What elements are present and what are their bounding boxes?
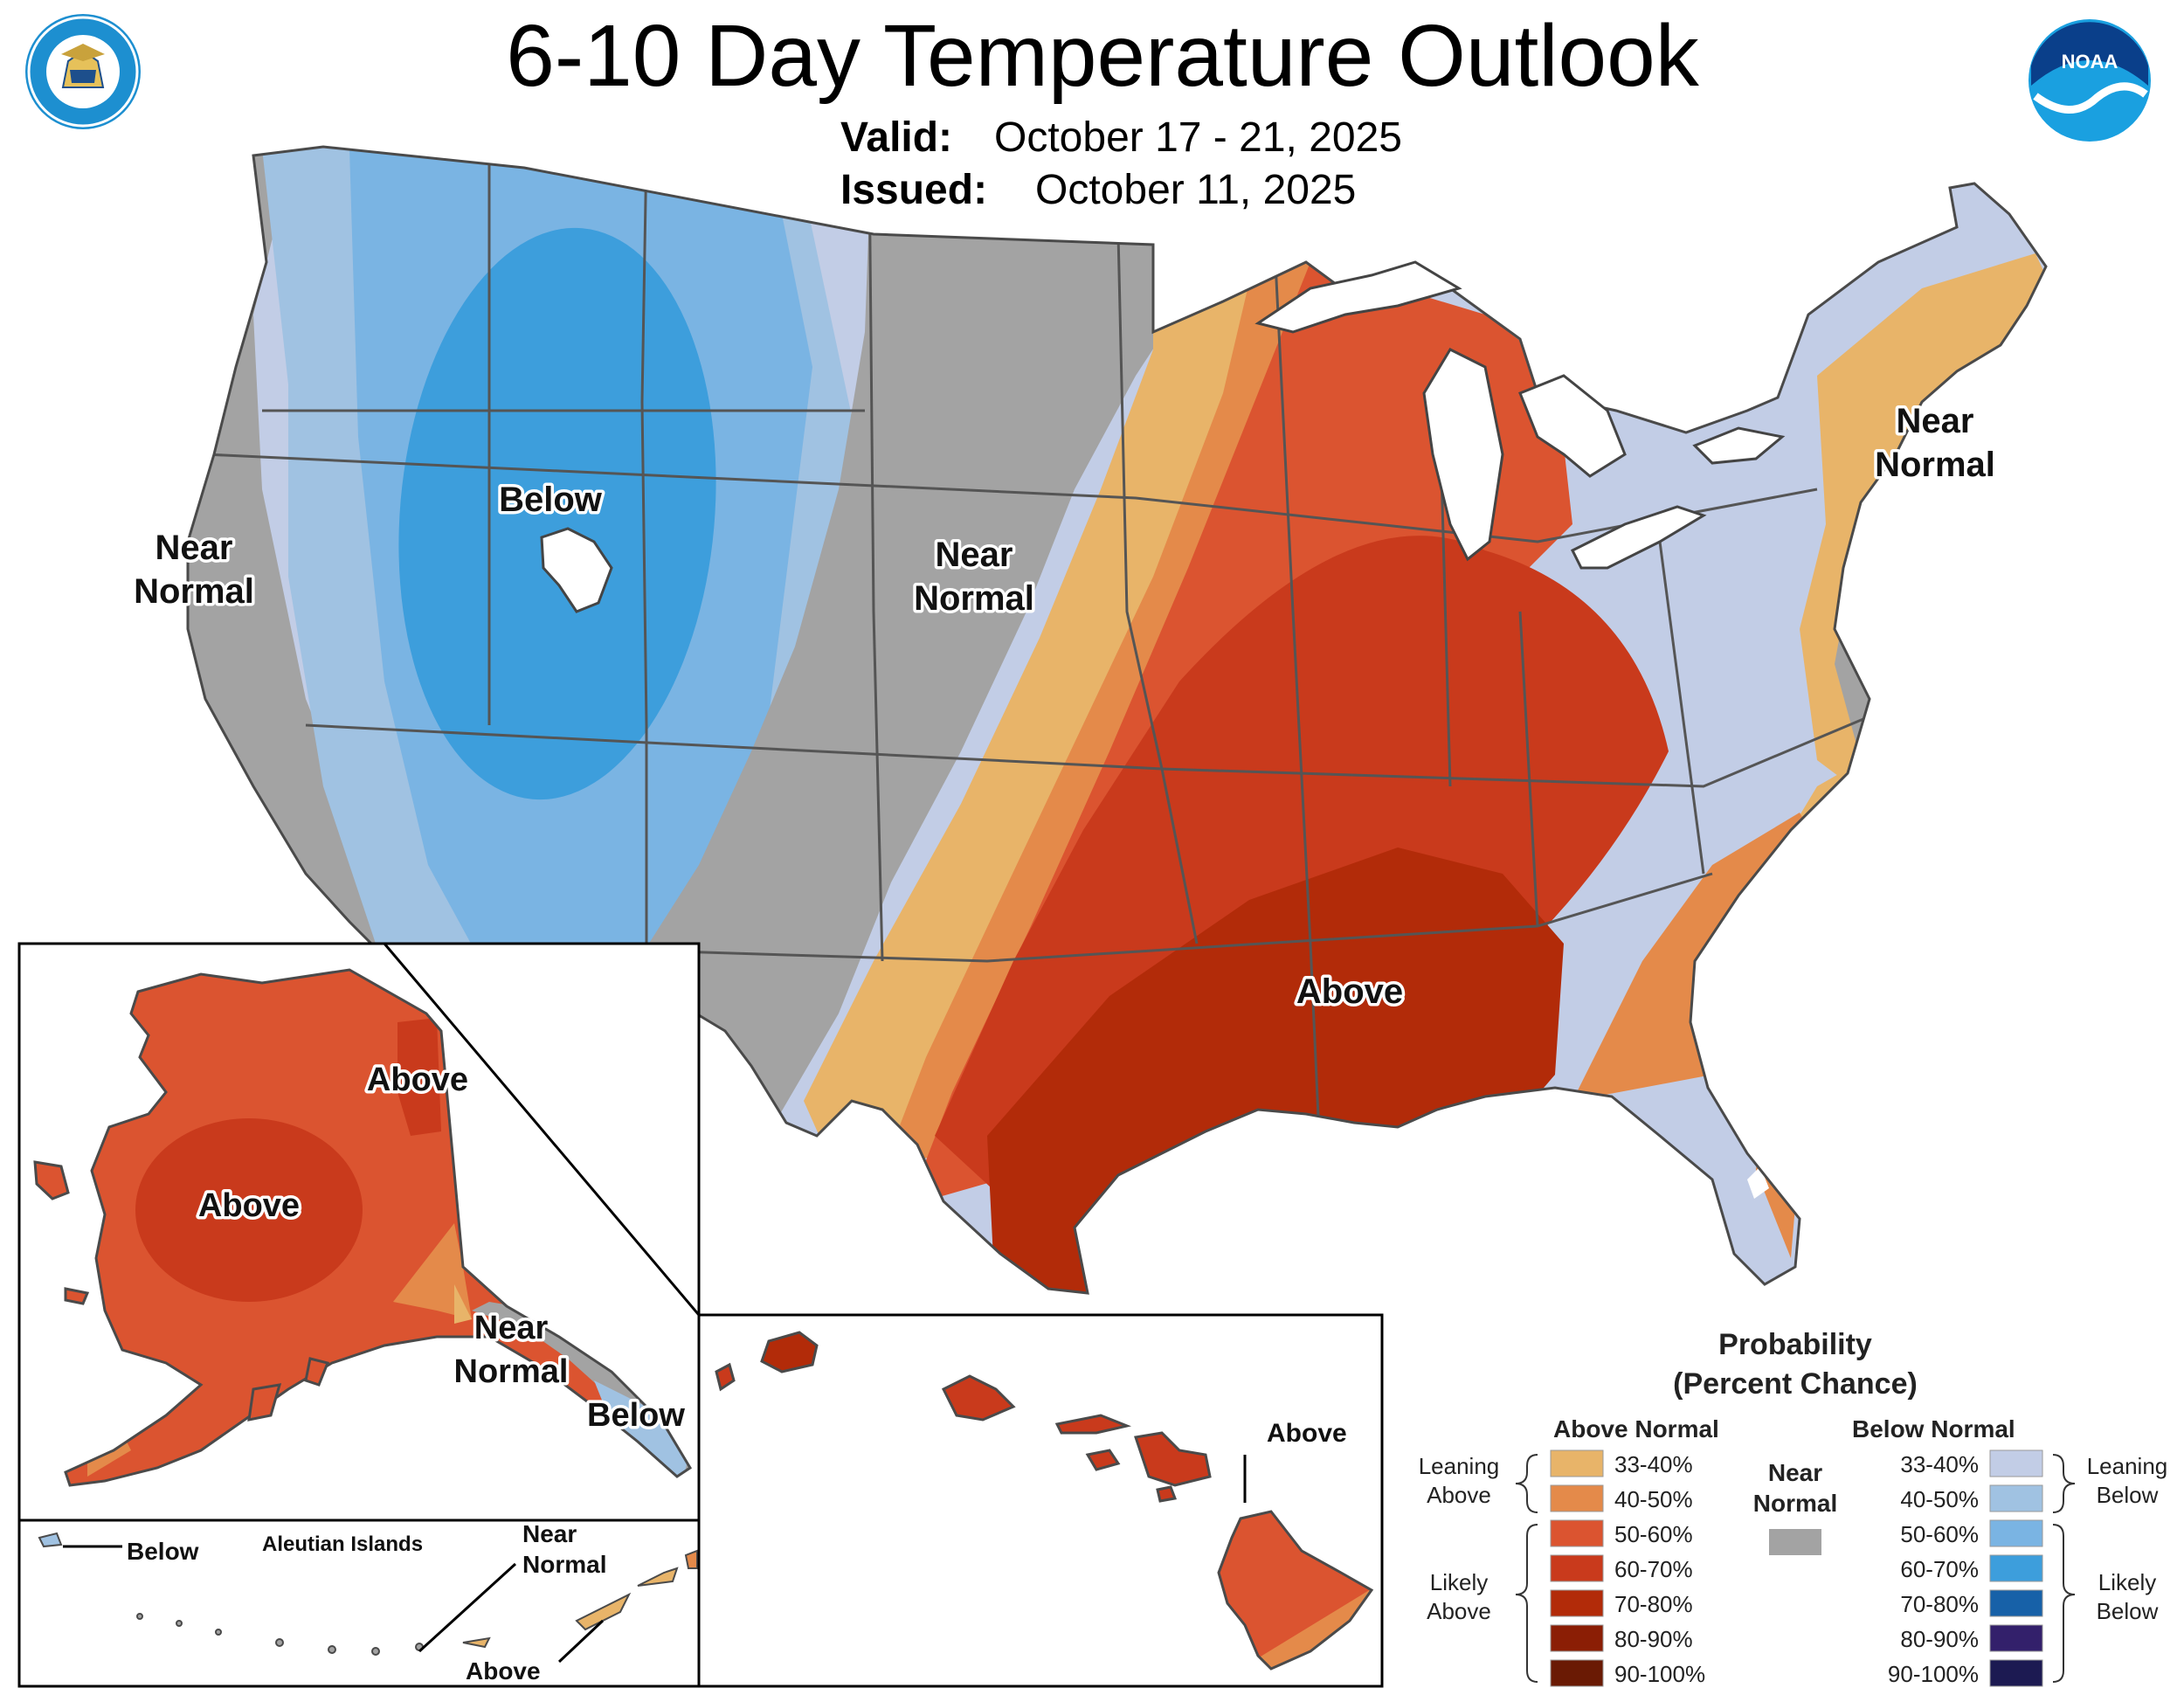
legend-above-range-5: 80-90% [1614,1626,1693,1652]
legend-below-header: Below Normal [1852,1415,2015,1442]
legend-below-swatch-3 [1989,1554,2043,1582]
legend-above-range-2: 50-60% [1614,1521,1693,1547]
legend-leaning-above-1: Leaning [1419,1453,1500,1479]
legend-below-range-6: 90-100% [1888,1661,1979,1687]
hawaii-above-label: Above [1267,1419,1347,1448]
aleutian-below-label: Below [127,1538,199,1565]
aleutian-near-label-1: Near [522,1520,577,1547]
alaska-below-label: Below [587,1397,685,1434]
legend-below-range-5: 80-90% [1900,1626,1979,1652]
valid-label: Valid: [840,114,952,161]
alaska-above-central-label: Above [198,1187,300,1224]
conus-near-west-label-1: Near [156,529,233,567]
legend-above-swatches: 33-40% 40-50% 50-60% 60-70% 70-80% 80-90% 90-1… [1550,1449,1705,1687]
legend-above-range-1: 40-50% [1614,1486,1693,1512]
legend-above-swatch-3 [1550,1554,1604,1582]
aleutian-inset-frame [17,1519,701,1688]
legend-above-swatch-4 [1550,1589,1604,1617]
legend-below-range-4: 70-80% [1900,1591,1979,1617]
legend-likely-above-1: Likely [1430,1569,1488,1595]
valid-dates: October 17 - 21, 2025 [994,114,1402,161]
conus-near-ne-label-2: Normal [1875,446,1995,484]
map-title: 6-10 Day Temperature Outlook [506,7,1700,105]
legend-above-swatch-5 [1550,1624,1604,1652]
legend-above-swatch-1 [1550,1484,1604,1512]
issued-date: October 11, 2025 [1035,167,1356,213]
legend-below-range-0: 33-40% [1900,1451,1979,1477]
legend-near-2: Normal [1753,1490,1837,1517]
legend-leaning-below-1: Leaning [2087,1453,2168,1479]
legend-above-swatch-2 [1550,1519,1604,1547]
alaska-near-label-2: Normal [454,1353,569,1390]
conus-above-label: Above [1296,972,1403,1011]
aleutian-above-label: Above [466,1657,541,1685]
noaa-logo-text: NOAA [2062,51,2118,73]
legend-leaning-above-2: Above [1427,1482,1491,1508]
conus-near-central-label-1: Near [936,536,1013,574]
alaska-near-label-1: Near [474,1310,549,1346]
legend-title-2: (Percent Chance) [1673,1367,1918,1401]
aleutian-islands [38,1532,698,1656]
legend-likely-below-1: Likely [2098,1569,2156,1595]
legend-below-swatch-4 [1989,1589,2043,1617]
great-lakes [1254,260,1786,570]
legend-near-1: Near [1768,1459,1822,1486]
conus-near-west-label-2: Normal [134,572,254,611]
legend-below-range-3: 60-70% [1900,1556,1979,1582]
aleutian-title: Aleutian Islands [262,1532,423,1556]
legend-below-swatches: 33-40% 40-50% 50-60% 60-70% 70-80% 80-90% 90-1… [1888,1449,2043,1687]
conus-near-central-label-2: Normal [914,579,1034,618]
legend-below-swatch-0 [1989,1449,2043,1477]
legend-above-range-0: 33-40% [1614,1451,1693,1477]
legend-above-range-6: 90-100% [1614,1661,1705,1687]
issued-label: Issued: [840,167,987,213]
noaa-logo: NOAA [2028,19,2151,142]
aleutian-near-label-2: Normal [522,1551,606,1578]
map-labels: Below Near Normal Near Normal Near Norma… [124,399,1999,1688]
legend-above-range-3: 60-70% [1614,1556,1693,1582]
alaska-above-north-label: Above [367,1062,468,1098]
legend-above-swatch-0 [1550,1449,1604,1477]
legend-below-range-2: 50-60% [1900,1521,1979,1547]
legend-likely-below-2: Below [2097,1598,2159,1624]
legend-above-swatch-6 [1550,1659,1604,1687]
legend-below-swatch-6 [1989,1659,2043,1687]
conus-near-ne-label-1: Near [1897,402,1974,440]
legend-leaning-below-2: Below [2097,1482,2159,1508]
legend-title-1: Probability [1718,1328,1872,1361]
legend-likely-above-2: Above [1427,1598,1491,1624]
legend-above-header: Above Normal [1553,1415,1719,1442]
conus-below-label: Below [499,481,603,519]
commerce-seal-logo [25,14,141,129]
legend-below-swatch-2 [1989,1519,2043,1547]
hawaii-map [715,1331,1212,1503]
legend-below-range-1: 40-50% [1900,1486,1979,1512]
legend-above-range-4: 70-80% [1614,1591,1693,1617]
legend-below-swatch-5 [1989,1624,2043,1652]
legend-near-swatch [1769,1529,1821,1555]
legend-below-swatch-1 [1989,1484,2043,1512]
legend: Probability (Percent Chance) Above Norma… [1419,1328,2168,1687]
